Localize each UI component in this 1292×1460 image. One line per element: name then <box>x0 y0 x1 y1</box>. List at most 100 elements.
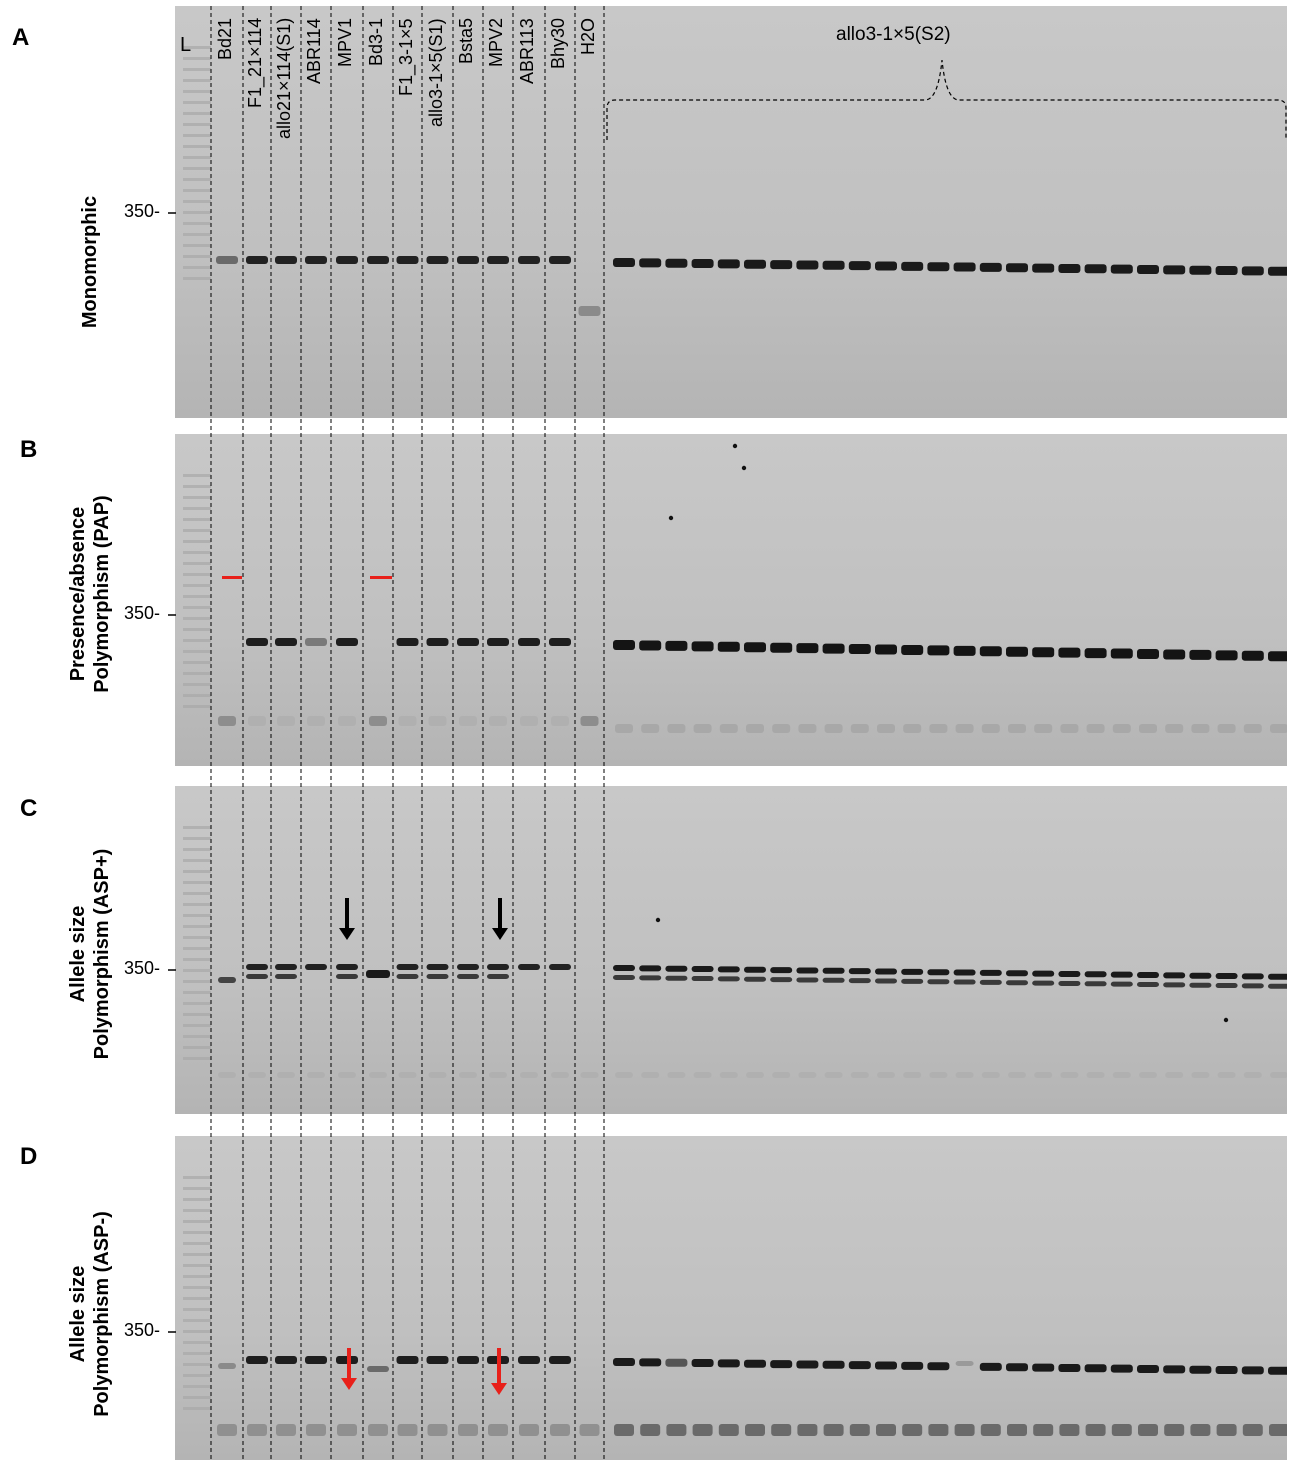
ladder-band <box>183 277 211 280</box>
ladder-band <box>183 518 211 521</box>
ladder-band <box>183 991 211 994</box>
dna-band <box>1215 983 1238 989</box>
dna-band <box>1032 1363 1055 1372</box>
ladder-band <box>183 145 211 148</box>
low-band <box>1007 1424 1027 1436</box>
ladder-band <box>183 1286 211 1289</box>
low-band <box>1112 1072 1131 1078</box>
dna-band <box>639 640 662 651</box>
lane-label: H2O <box>577 17 598 55</box>
low-band <box>1242 1424 1263 1436</box>
dna-band <box>665 965 688 972</box>
ladder-band <box>183 134 211 137</box>
row-label-c-line2: Polymorphism (ASP+) <box>91 848 113 1060</box>
ladder-band <box>183 573 211 576</box>
row-label-c: Allele size Polymorphism (ASP+) <box>66 824 114 1084</box>
dna-band <box>770 642 793 653</box>
ladder-band <box>183 529 211 532</box>
size-label-c: 350- <box>124 958 161 978</box>
ladder-band <box>183 1341 211 1344</box>
low-band <box>1190 1424 1211 1436</box>
low-band <box>614 1424 634 1436</box>
dna-band <box>875 261 897 271</box>
dna-band <box>426 638 449 646</box>
low-band <box>459 716 477 726</box>
ladder-band <box>183 936 211 939</box>
low-band <box>746 724 764 733</box>
low-band <box>1060 724 1079 733</box>
low-band <box>519 1424 539 1436</box>
dna-band <box>1058 970 1081 977</box>
dna-band <box>1032 970 1055 977</box>
low-band <box>551 1072 569 1078</box>
dna-band <box>1189 972 1212 979</box>
dna-band <box>1058 647 1081 658</box>
low-band <box>955 1072 974 1078</box>
dna-band <box>927 979 950 985</box>
dna-band <box>1084 1364 1107 1373</box>
ladder-band <box>183 980 211 983</box>
dna-band <box>1215 266 1238 276</box>
low-band <box>928 1424 949 1436</box>
size-label-a: 350- <box>124 201 161 221</box>
ladder-band <box>183 507 211 510</box>
low-band <box>1270 724 1287 733</box>
ladder-band <box>183 266 211 269</box>
dna-band <box>1189 265 1212 275</box>
ladder-band <box>183 1187 211 1190</box>
ladder-band <box>183 1057 211 1060</box>
dna-band <box>1006 980 1028 986</box>
ladder-band <box>183 1374 211 1377</box>
dna-band <box>1241 973 1264 980</box>
dna-band <box>613 640 635 650</box>
dna-band <box>518 638 540 646</box>
dna-band <box>218 1363 236 1369</box>
dna-band <box>796 1360 819 1369</box>
ladder-band <box>183 496 211 499</box>
low-band <box>1086 1072 1105 1078</box>
low-band <box>1191 724 1210 733</box>
ladder-band <box>183 859 211 862</box>
dna-band <box>717 976 740 982</box>
low-band <box>640 1424 661 1436</box>
dna-band <box>1163 972 1186 979</box>
ladder-band <box>183 705 211 708</box>
dna-band <box>275 638 297 646</box>
dna-band <box>396 638 419 646</box>
dna-band <box>796 643 819 654</box>
dna-band <box>1110 971 1133 978</box>
dna-band <box>1137 265 1159 274</box>
ladder-band <box>183 947 211 950</box>
low-band <box>1165 1072 1184 1078</box>
dna-band <box>822 260 845 270</box>
dna-band <box>367 1366 389 1372</box>
dna-band <box>1268 651 1287 662</box>
ladder-band <box>183 826 211 829</box>
dna-band <box>665 975 688 981</box>
dna-band <box>848 261 871 271</box>
low-band <box>307 716 325 726</box>
dna-band <box>275 974 297 979</box>
ladder-band <box>183 1275 211 1278</box>
dna-band <box>955 1361 974 1366</box>
low-band <box>850 724 869 733</box>
dna-band <box>1189 1365 1212 1374</box>
dna-band <box>717 966 740 973</box>
dna-band <box>639 1358 662 1367</box>
ladder-band <box>183 1385 211 1388</box>
low-band <box>248 716 266 726</box>
low-band <box>903 1072 922 1078</box>
primer-dimer-band <box>578 306 601 316</box>
size-label-b: 350- <box>124 603 161 623</box>
ladder-band <box>183 156 211 159</box>
ladder-band <box>183 57 211 60</box>
dna-band <box>639 258 662 268</box>
dna-band <box>216 256 238 264</box>
ladder-band <box>183 101 211 104</box>
ladder-band <box>183 189 211 192</box>
ladder-band <box>183 1396 211 1399</box>
size-label-d: 350- <box>124 1320 161 1340</box>
row-label-c-line1: Allele size <box>67 905 89 1003</box>
ladder-band <box>183 584 211 587</box>
dna-band <box>1032 647 1055 658</box>
